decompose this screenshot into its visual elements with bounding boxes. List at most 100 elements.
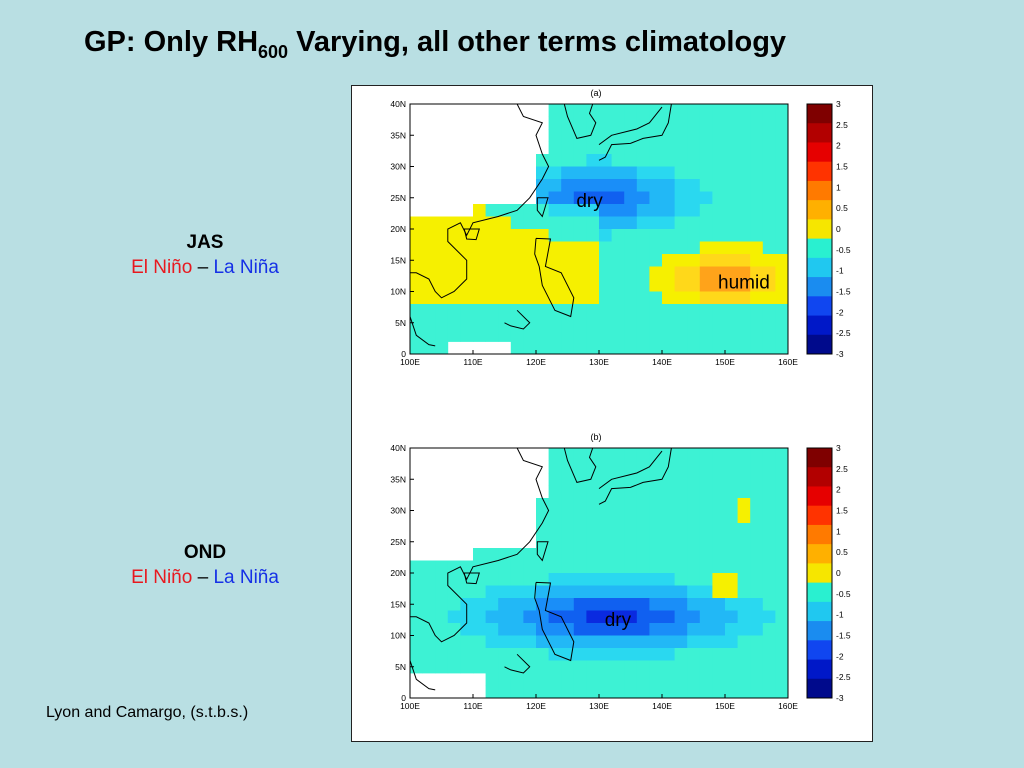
grid-cell (737, 204, 751, 217)
grid-cell (599, 204, 612, 217)
grid-cell (624, 473, 638, 486)
grid-cell (636, 510, 650, 524)
grid-cell (485, 279, 499, 292)
grid-cell (435, 623, 449, 636)
grid-cell (687, 129, 701, 142)
grid-cell (561, 191, 575, 205)
grid-cell (687, 166, 701, 180)
grid-cell (510, 573, 524, 586)
lat-tick-label: 20N (390, 224, 406, 234)
season-name: OND (183, 542, 227, 563)
grid-cell (737, 473, 751, 486)
grid-cell (573, 610, 587, 624)
grid-cell (510, 610, 524, 624)
grid-cell (422, 341, 436, 355)
grid-cell (712, 204, 726, 217)
grid-cell (435, 316, 449, 330)
grid-cell (447, 316, 461, 330)
grid-cell (712, 191, 726, 205)
grid-cell (460, 635, 474, 649)
grid-cell (762, 116, 776, 130)
asia-coast (410, 103, 550, 299)
grid-cell (699, 548, 713, 561)
grid-cell (687, 460, 701, 474)
grid-cell (725, 560, 738, 574)
grid-cell (725, 216, 738, 230)
grid-cell (510, 660, 524, 674)
grid-cell (624, 341, 638, 355)
grid-cell (523, 329, 537, 342)
grid-cell (573, 291, 587, 305)
grid-cell (485, 623, 499, 636)
grid-cell (649, 598, 663, 611)
grid-cell (548, 610, 562, 624)
colorbar-tick-label: -3 (836, 349, 844, 359)
grid-cell (674, 279, 688, 292)
grid-cell (586, 448, 600, 461)
grid-cell (649, 473, 663, 486)
grid-cell (712, 635, 726, 649)
grid-cell (523, 229, 537, 242)
grid-cell (510, 329, 524, 342)
colorbar-swatch (807, 640, 832, 660)
grid-cell (599, 166, 612, 180)
grid-cell (762, 141, 776, 155)
grid-cell (737, 154, 751, 167)
grid-cell (573, 254, 587, 267)
grid-cell (662, 535, 675, 549)
grid-cell (460, 585, 474, 599)
grid-cell (699, 191, 713, 205)
grid-cell (611, 535, 625, 549)
korea (563, 447, 597, 483)
grid-cell (536, 560, 549, 574)
grid-cell (636, 341, 650, 355)
grid-cell (662, 154, 675, 167)
grid-cell (775, 316, 789, 330)
grid-cell (536, 673, 549, 686)
grid-cell (599, 266, 612, 280)
grid-cell (561, 485, 575, 499)
grid-cell (624, 279, 638, 292)
grid-cell (536, 316, 549, 330)
grid-cell (498, 573, 512, 586)
grid-cell (674, 341, 688, 355)
lat-tick-label: 5N (395, 662, 406, 672)
grid-cell (687, 279, 701, 292)
grid-cell (662, 216, 675, 230)
grid-cell (712, 341, 726, 355)
grid-cell (674, 573, 688, 586)
grid-cell (699, 635, 713, 649)
grid-cell (636, 304, 650, 317)
grid-cell (649, 685, 663, 699)
grid-cell (599, 473, 612, 486)
grid-cell (599, 216, 612, 230)
grid-cell (510, 316, 524, 330)
grid-cell (548, 291, 562, 305)
grid-cell (750, 673, 764, 686)
grid-cell (687, 448, 701, 461)
grid-cell (460, 291, 474, 305)
grid-cell (485, 560, 499, 574)
colorbar: 3 2.5 2 1.5 1 0.5 0 -0.5 -1 -1.5 -2 -2.5 -3 (806, 99, 851, 359)
grid-cell (687, 116, 701, 130)
colorbar-tick-label: 2.5 (836, 464, 848, 474)
grid-cell (687, 473, 701, 486)
grid-cell (725, 279, 738, 292)
grid-cell (725, 485, 738, 499)
grid-cell (762, 291, 776, 305)
grid-cell (599, 523, 612, 536)
grid-cell (775, 329, 789, 342)
grid-cell (674, 154, 688, 167)
grid-cell (712, 216, 726, 230)
colorbar-swatch (807, 161, 832, 182)
hainan (463, 228, 480, 241)
grid-cell (586, 179, 600, 192)
grid-cell (611, 460, 625, 474)
grid-cell (699, 329, 713, 342)
season-label-jas: JAS El Niño – La Niña (100, 230, 310, 280)
grid-cell (725, 141, 738, 155)
grid-cell (586, 229, 600, 242)
grid-cell (649, 229, 663, 242)
grid-cell (762, 660, 776, 674)
grid-cell (662, 241, 675, 255)
